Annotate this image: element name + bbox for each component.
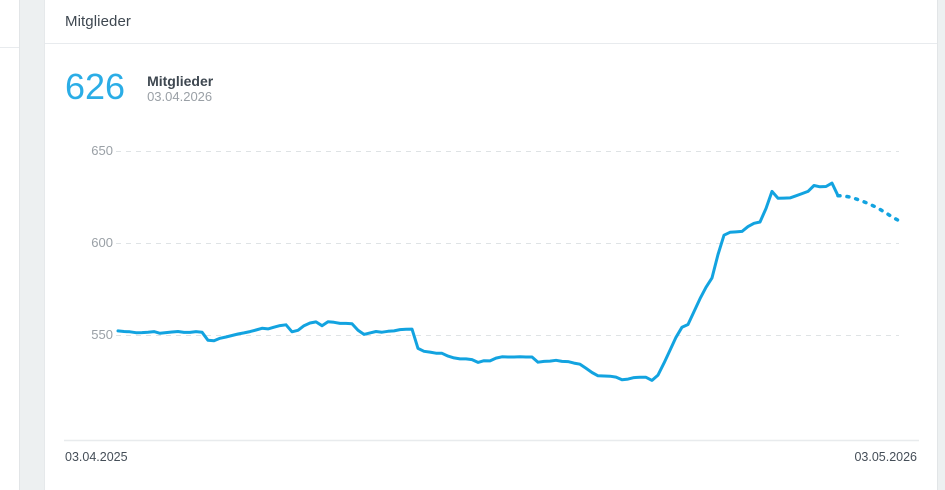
x-axis-start-date: 03.04.2025 — [65, 450, 128, 464]
stat-date: 03.04.2026 — [147, 89, 213, 104]
stat-block: 626 Mitglieder 03.04.2026 — [65, 66, 214, 107]
members-series-line — [116, 181, 840, 382]
stat-value: 626 — [65, 66, 126, 107]
y-tick-600: 600 — [91, 235, 113, 250]
members-forecast-dotted-line — [836, 193, 901, 223]
adjacent-card-header-fragment — [0, 0, 19, 48]
y-tick-550: 550 — [91, 327, 113, 342]
stat-meta: Mitglieder 03.04.2026 — [147, 70, 214, 105]
card-header: Mitglieder — [45, 0, 937, 44]
members-line-chart[interactable] — [45, 0, 939, 490]
adjacent-card-fragment: 0 — [0, 0, 20, 490]
y-tick-650: 650 — [91, 143, 113, 158]
x-axis-end-date: 03.05.2026 — [854, 450, 917, 464]
card-title: Mitglieder — [65, 13, 132, 30]
mitglieder-card: Mitglieder 626 Mitglieder 03.04.2026 650… — [44, 0, 938, 490]
stat-label: Mitglieder — [147, 73, 214, 89]
